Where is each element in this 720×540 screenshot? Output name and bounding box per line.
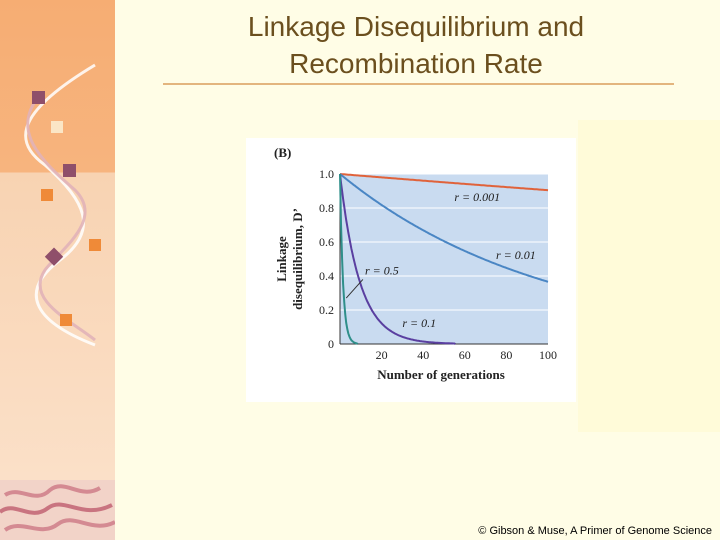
title-underline	[163, 83, 674, 85]
y-tick-label: 0.2	[319, 303, 334, 317]
x-axis-label: Number of generations	[377, 367, 505, 382]
y-axis-label-line1: Linkage	[274, 236, 289, 282]
y-tick-label: 0.4	[319, 269, 334, 283]
ld-decay-chart: (B) 0 0.2 0.4 0.6 0.8 1.0 20 40 60 80 100 r = 0.00…	[274, 145, 557, 382]
square-marker	[51, 121, 63, 133]
label-pointer-line	[345, 279, 364, 299]
y-tick-label: 0.6	[319, 235, 334, 249]
tick-labels: 0 0.2 0.4 0.6 0.8 1.0 20 40 60 80 100	[319, 167, 557, 362]
chart-figure: (B) 0 0.2 0.4 0.6 0.8 1.0 20 40 60 80 100 r = 0.00…	[246, 138, 576, 402]
series-labels: r = 0.001 r = 0.01 r = 0.5 r = 0.1	[345, 190, 536, 330]
series-line-0_5	[339, 173, 359, 345]
x-tick-label: 20	[376, 348, 388, 362]
panel-label: (B)	[274, 145, 291, 160]
diamond-marker	[44, 247, 64, 266]
series-label: r = 0.1	[402, 316, 436, 330]
y-tick-label: 0	[328, 337, 334, 351]
x-tick-label: 100	[539, 348, 557, 362]
copyright-notice: © Gibson & Muse, A Primer of Genome Scie…	[478, 525, 712, 537]
square-marker	[63, 164, 76, 177]
y-tick-label: 0.8	[319, 201, 334, 215]
slide-title: Linkage Disequilibrium and Recombination…	[160, 8, 672, 82]
square-marker	[89, 239, 101, 251]
square-marker	[60, 314, 72, 326]
series-label: r = 0.001	[454, 190, 500, 204]
series-line-0_001	[339, 173, 549, 192]
x-tick-label: 80	[500, 348, 512, 362]
dna-strand-decoration	[0, 63, 115, 540]
series-lines	[339, 173, 549, 345]
series-line-0_01	[339, 173, 549, 283]
decorative-sidebar	[0, 0, 115, 540]
square-marker	[32, 91, 45, 104]
y-axis-label: Linkage disequilibrium, D’	[274, 208, 305, 310]
y-tick-label: 1.0	[319, 167, 334, 181]
series-label: r = 0.5	[365, 263, 399, 277]
slide-title-line1: Linkage Disequilibrium and	[247, 11, 585, 42]
slide-title-line2: Recombination Rate	[289, 48, 543, 79]
right-panel-decoration	[578, 120, 720, 432]
x-tick-label: 40	[417, 348, 429, 362]
x-tick-label: 60	[459, 348, 471, 362]
series-label: r = 0.01	[496, 248, 536, 262]
y-axis-label-line2: disequilibrium, D’	[290, 208, 305, 310]
series-line-0_1	[339, 173, 456, 345]
square-marker	[41, 189, 53, 201]
